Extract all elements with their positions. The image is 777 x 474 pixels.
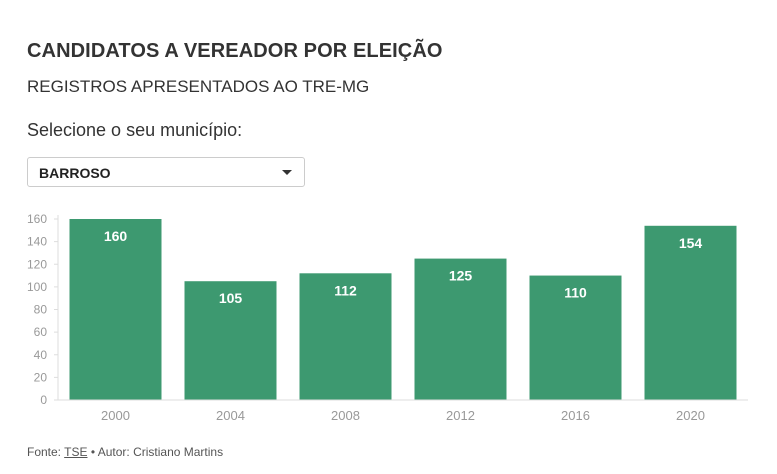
x-tick-label: 2004 (216, 408, 245, 423)
x-tick-label: 2020 (676, 408, 705, 423)
chart-subtitle: REGISTROS APRESENTADOS AO TRE-MG (27, 77, 370, 96)
bar-value-label: 160 (104, 228, 128, 244)
y-tick-label: 60 (34, 325, 48, 339)
chart-title: CANDIDATOS A VEREADOR POR ELEIÇÃO (27, 40, 443, 62)
bar-2008[interactable] (299, 273, 392, 400)
author-credit: • Autor: Cristiano Martins (90, 445, 224, 459)
municipality-select[interactable]: BARROSO (27, 157, 305, 187)
municipality-select-value: BARROSO (39, 165, 111, 181)
y-tick-label: 0 (40, 393, 47, 407)
source-link[interactable]: TSE (64, 445, 88, 459)
bar-value-label: 112 (334, 282, 357, 298)
bar-value-label: 154 (679, 235, 703, 251)
municipality-select-label: Selecione o seu município: (27, 120, 243, 140)
x-tick-label: 2012 (446, 408, 475, 423)
bar-2012[interactable] (414, 258, 507, 400)
bar-2004[interactable] (184, 281, 277, 400)
bar-value-label: 110 (564, 285, 587, 301)
y-tick-label: 160 (27, 212, 47, 226)
y-tick-label: 40 (34, 348, 48, 362)
x-tick-label: 2008 (331, 408, 360, 423)
y-tick-label: 20 (34, 370, 48, 384)
bar-2000[interactable] (69, 219, 162, 400)
y-tick-label: 80 (34, 303, 48, 317)
bar-value-label: 105 (219, 290, 243, 306)
bar-2016[interactable] (529, 275, 622, 400)
bar-2020[interactable] (644, 225, 737, 400)
y-tick-label: 100 (27, 280, 47, 294)
y-tick-label: 140 (27, 235, 47, 249)
x-tick-label: 2016 (561, 408, 590, 423)
bar-chart: 0 20 40 60 80 100 120 140 160 160 2000 105 2004 112 20… (27, 212, 748, 423)
source-line: Fonte: TSE • Autor: Cristiano Martins (27, 445, 223, 459)
y-tick-label: 120 (27, 257, 47, 271)
x-tick-label: 2000 (101, 408, 130, 423)
chevron-down-icon (282, 170, 292, 175)
source-prefix: Fonte: (27, 445, 62, 459)
bar-value-label: 125 (449, 268, 473, 284)
